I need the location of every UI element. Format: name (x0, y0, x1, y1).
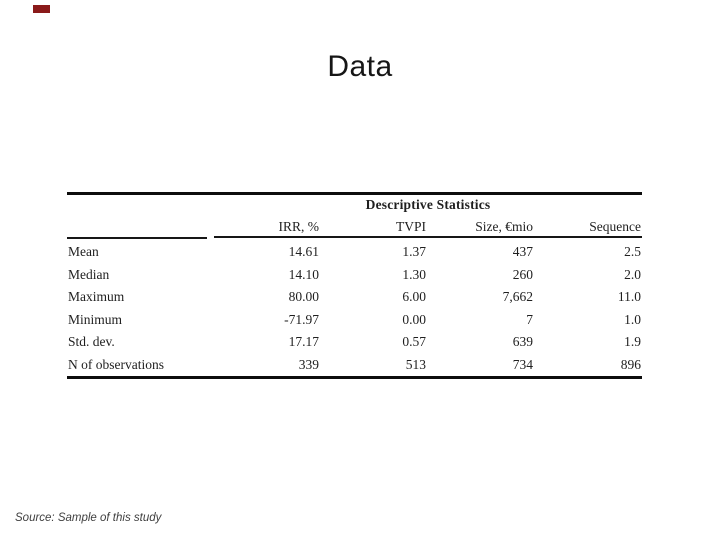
table-row-maximum: Maximum 80.00 6.00 7,662 11.0 (67, 286, 642, 309)
cell-value: 80.00 (288, 289, 319, 304)
cell-value: 6.00 (402, 289, 426, 304)
cell-value: 260 (512, 266, 533, 282)
slide-title: Data (327, 50, 393, 83)
stub-underline (67, 237, 207, 239)
table-row-median: Median 14.10 1.30 260 2.0 (67, 264, 642, 287)
row-label: Mean (68, 244, 99, 259)
cell-value: 339 (298, 356, 319, 372)
table-row-std-dev: Std. dev. 17.17 0.57 639 1.9 (67, 331, 642, 354)
cell-value: 11.0 (617, 289, 641, 304)
column-header-tvpi: TVPI (396, 219, 426, 234)
header-underline-row (67, 236, 642, 241)
cell-value: 0.57 (402, 334, 426, 349)
cell-value: 1.0 (624, 311, 641, 327)
column-header-size: Size, €mio (475, 219, 533, 234)
column-header-irr: IRR, % (278, 219, 320, 234)
cell-value: 14.10 (288, 266, 319, 282)
cell-value: 1.30 (402, 266, 426, 282)
columns-underline (214, 236, 642, 238)
table-body: Mean 14.61 1.37 437 2.5 Median 14.10 1.3… (67, 241, 642, 376)
table-group-header: Descriptive Statistics (365, 197, 491, 212)
cell-value: 1.37 (402, 244, 426, 259)
source-note: Source: Sample of this study (15, 512, 162, 524)
table-top-rule (67, 192, 642, 195)
cell-value: 734 (512, 356, 533, 372)
row-label: Minimum (68, 311, 123, 327)
cell-value: -71.97 (284, 311, 319, 327)
cell-value: 639 (512, 334, 533, 349)
table-bottom-rule (67, 376, 642, 379)
row-label: N of observations (68, 356, 164, 372)
cell-value: 0.00 (402, 311, 426, 327)
cell-value: 2.0 (624, 266, 641, 282)
table-row-minimum: Minimum -71.97 0.00 7 1.0 (67, 309, 642, 332)
cell-value: 14.61 (288, 244, 319, 259)
cell-value: 7,662 (502, 289, 533, 304)
column-header-sequence: Sequence (589, 219, 641, 234)
row-label: Median (68, 266, 110, 282)
cell-value: 896 (620, 356, 641, 372)
table-group-header-row: Descriptive Statistics (67, 195, 642, 217)
cell-value: 1.9 (624, 334, 641, 349)
accent-mark (33, 5, 50, 13)
cell-value: 513 (405, 356, 426, 372)
table-row-n-observations: N of observations 339 513 734 896 (67, 354, 642, 377)
cell-value: 7 (526, 311, 533, 327)
descriptive-statistics-table: Descriptive Statistics IRR, % TVPI Size,… (67, 192, 642, 379)
row-label: Maximum (68, 289, 125, 304)
cell-value: 2.5 (624, 244, 641, 259)
table-row-mean: Mean 14.61 1.37 437 2.5 (67, 241, 642, 264)
cell-value: 437 (512, 244, 533, 259)
cell-value: 17.17 (288, 334, 319, 349)
row-label: Std. dev. (68, 334, 115, 349)
table-header-row: IRR, % TVPI Size, €mio Sequence (67, 217, 642, 236)
